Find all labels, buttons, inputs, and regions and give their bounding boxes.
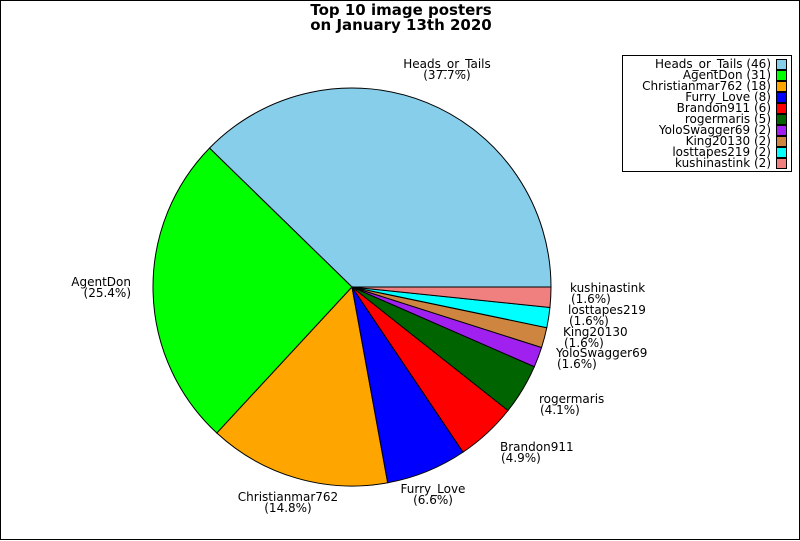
legend-item: Heads_or_Tails (46) xyxy=(623,57,787,71)
legend-swatch xyxy=(776,92,787,103)
legend-item: Brandon911 (6) xyxy=(623,101,787,115)
slice-label-brandon911: Brandon911 (4.9%) xyxy=(500,440,574,465)
legend-label: Furry_Love (8) xyxy=(685,90,771,104)
slice-label-kushinastink: kushinastink (1.6%) xyxy=(570,281,645,306)
slice-label-king20130: King20130 (1.6%) xyxy=(563,325,628,350)
pie-slice-agentdon xyxy=(152,147,353,434)
legend-label: rogermaris (5) xyxy=(684,112,771,126)
legend-label: King20130 (2) xyxy=(685,134,771,148)
slice-label-agentdon: AgentDon (25.4%) xyxy=(71,275,131,300)
legend-item: kushinastink (2) xyxy=(623,156,787,170)
legend-swatch xyxy=(776,125,787,136)
pie-slice-kushinastink xyxy=(351,286,552,309)
legend-label: losttapes219 (2) xyxy=(672,145,771,159)
slice-label-yoloswagger69: YoloSwagger69 (1.6%) xyxy=(555,346,647,371)
legend-swatch xyxy=(776,59,787,70)
pie-slice-christianmar762 xyxy=(216,285,389,487)
legend-item: AgentDon (31) xyxy=(623,68,787,82)
slice-label-heads-or-tails: Heads_or_Tails (37.7%) xyxy=(403,57,491,82)
legend-label: AgentDon (31) xyxy=(682,68,771,82)
chart-title-line1: Top 10 image posters xyxy=(310,1,492,19)
legend-item: losttapes219 (2) xyxy=(623,145,787,159)
legend-label: Christianmar762 (18) xyxy=(642,79,771,93)
legend-item: rogermaris (5) xyxy=(623,112,787,126)
legend-label: Heads_or_Tails (46) xyxy=(655,57,771,71)
slice-label-furry-love: Furry_Love (6.6%) xyxy=(401,482,466,507)
legend-swatch xyxy=(776,147,787,158)
legend-item: YoloSwagger69 (2) xyxy=(623,123,787,137)
chart-title-line2: on January 13th 2020 xyxy=(310,16,492,34)
legend-item: Christianmar762 (18) xyxy=(623,79,787,93)
chart-title: Top 10 image posters on January 13th 202… xyxy=(1,3,800,33)
legend-label: kushinastink (2) xyxy=(675,156,771,170)
legend-swatch xyxy=(776,158,787,169)
legend-swatch xyxy=(776,70,787,81)
slice-label-rogermaris: rogermaris (4.1%) xyxy=(539,392,604,417)
slice-label-christianmar762: Christianmar762 (14.8%) xyxy=(238,490,338,515)
legend-label: YoloSwagger69 (2) xyxy=(658,123,771,137)
legend-swatch xyxy=(776,114,787,125)
legend-label: Brandon911 (6) xyxy=(676,101,771,115)
slice-label-losttapes219: losttapes219 (1.6%) xyxy=(568,303,646,328)
pie-slice-heads-or-tails xyxy=(208,87,552,288)
legend-item: King20130 (2) xyxy=(623,134,787,148)
legend-swatch xyxy=(776,103,787,114)
legend-swatch xyxy=(776,136,787,147)
legend-swatch xyxy=(776,81,787,92)
legend: Heads_or_Tails (46) AgentDon (31) Christia… xyxy=(622,55,792,172)
legend-item: Furry_Love (8) xyxy=(623,90,787,104)
